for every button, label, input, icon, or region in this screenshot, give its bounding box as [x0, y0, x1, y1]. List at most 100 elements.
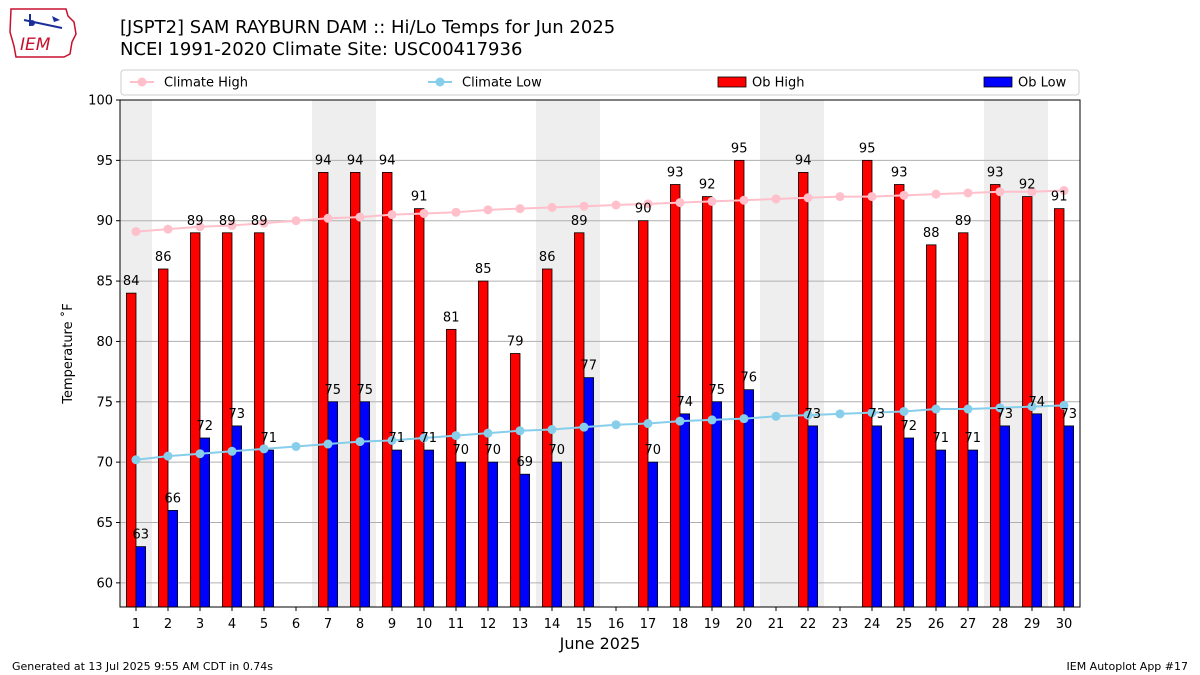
ob-low-label: 69	[517, 455, 534, 470]
plot-frame	[119, 99, 1081, 608]
ob-low-label: 72	[901, 419, 918, 434]
ob-low-bar	[999, 425, 1011, 608]
ob-high-bar	[253, 232, 265, 608]
ob-high-label: 94	[347, 153, 364, 168]
ob-high-label: 92	[699, 178, 716, 193]
ob-high-label: 93	[891, 166, 908, 181]
ob-high-label: 89	[219, 214, 236, 229]
ob-low-label: 66	[165, 491, 182, 506]
ob-low-label: 71	[421, 431, 438, 446]
logo-text: IEM	[20, 35, 51, 55]
ob-high-bar	[958, 232, 969, 608]
ob-high-bar	[926, 244, 937, 608]
x-tick-label: 5	[260, 617, 268, 632]
y-tick-label: 90	[96, 214, 113, 229]
climate-low-line	[135, 404, 1065, 461]
x-tick-label: 14	[544, 617, 561, 632]
ob-high-bar	[509, 353, 521, 608]
climate-low-point	[483, 428, 493, 438]
climate-low-point	[451, 431, 461, 441]
climate-low-point	[611, 420, 621, 430]
climate-high-point	[899, 190, 909, 200]
ob-low-label: 70	[485, 443, 502, 458]
climate-low-point	[227, 446, 237, 456]
climate-high-point	[387, 210, 397, 220]
ob-low-bar	[551, 461, 563, 608]
climate-high-point	[515, 204, 525, 214]
climate-high-point	[131, 227, 141, 237]
x-tick-label: 24	[864, 617, 881, 632]
ob-high-label: 89	[955, 214, 972, 229]
ob-high-label: 94	[379, 153, 396, 168]
legend-marker-swatch	[137, 77, 147, 87]
ob-high-label: 89	[251, 214, 268, 229]
ob-low-bar	[167, 510, 179, 608]
climate-low-point	[995, 403, 1005, 413]
ob-low-label: 75	[357, 383, 374, 398]
legend-marker-swatch	[435, 77, 445, 87]
climate-high-point	[867, 192, 877, 202]
legend-box	[120, 69, 1080, 96]
ob-low-label: 73	[869, 407, 886, 422]
climate-low-point	[419, 433, 429, 443]
ob-low-label: 70	[645, 443, 662, 458]
x-tick-label: 1	[132, 617, 140, 632]
ob-high-label: 91	[1051, 190, 1068, 205]
climate-low-point	[387, 435, 397, 445]
x-tick-label: 27	[960, 617, 977, 632]
x-tick-label: 4	[228, 617, 236, 632]
bars	[126, 159, 1075, 608]
ob-high-label: 93	[987, 166, 1004, 181]
ob-low-label: 72	[197, 419, 214, 434]
ob-high-label: 93	[667, 166, 684, 181]
ob-low-label: 71	[261, 431, 278, 446]
y-axis-label: Temperature ˚F	[60, 303, 76, 404]
ob-low-bar	[807, 425, 819, 608]
ob-high-label: 90	[635, 202, 652, 217]
ob-low-bar	[1063, 425, 1075, 608]
ob-low-bar	[423, 449, 435, 608]
ob-low-label: 73	[1061, 407, 1078, 422]
legend-bar-swatch	[717, 76, 747, 88]
ob-high-bar	[413, 208, 425, 608]
climate-low-point	[547, 425, 557, 435]
ob-low-bar	[711, 401, 723, 608]
ob-low-label: 74	[1029, 395, 1046, 410]
ob-low-label: 75	[325, 383, 342, 398]
legend-label: Climate Low	[462, 76, 542, 91]
x-tick-label: 11	[448, 617, 465, 632]
legend-label: Ob Low	[1018, 76, 1067, 91]
ob-high-label: 88	[923, 226, 940, 241]
climate-high-point	[419, 208, 429, 218]
x-tick-label: 17	[640, 617, 657, 632]
ob-high-label: 79	[507, 335, 524, 350]
climate-high-point	[1059, 186, 1069, 196]
ob-low-label: 73	[997, 407, 1014, 422]
climate-high-point	[835, 192, 845, 202]
ob-high-label: 94	[795, 153, 812, 168]
ob-low-label: 73	[229, 407, 246, 422]
climate-low-point	[259, 444, 269, 454]
ob-low-label: 76	[741, 371, 758, 386]
ob-low-label: 74	[677, 395, 694, 410]
ob-low-bar	[903, 437, 915, 608]
climate-low-point	[1027, 402, 1037, 412]
ob-high-bar	[126, 292, 137, 608]
footer-app: IEM Autoplot App #17	[1066, 660, 1189, 673]
climate-high-point	[259, 218, 269, 228]
y-tick-label: 70	[96, 456, 113, 471]
ob-high-bar	[798, 172, 809, 608]
ob-high-bar	[862, 159, 873, 608]
ob-high-label: 86	[155, 250, 172, 265]
climate-high-point	[547, 202, 557, 212]
ob-low-label: 75	[709, 383, 726, 398]
ob-low-label: 71	[389, 431, 406, 446]
footer-generated: Generated at 13 Jul 2025 9:55 AM CDT in …	[12, 660, 273, 673]
x-tick-label: 29	[1024, 617, 1041, 632]
x-tick-label: 13	[512, 617, 529, 632]
climate-low-point	[899, 406, 909, 416]
y-tick-label: 85	[96, 275, 113, 290]
ob-low-label: 70	[549, 443, 566, 458]
